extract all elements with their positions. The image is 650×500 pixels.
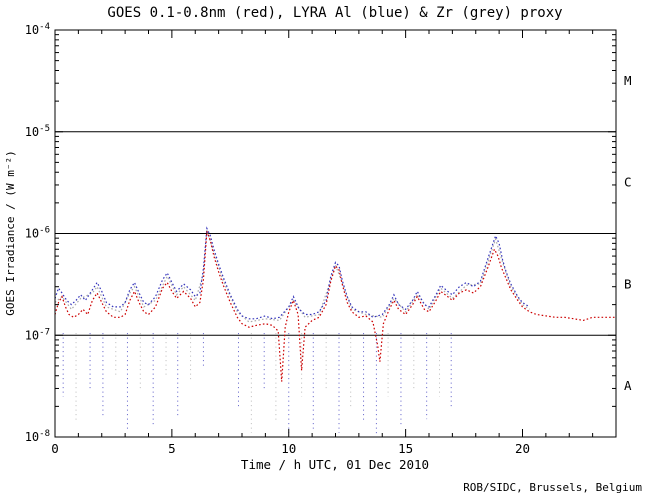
y-tick-label: 10-5 (25, 124, 50, 139)
y-axis-label: GOES Irradiance / (W m⁻²) (4, 150, 17, 316)
x-axis-label: Time / h UTC, 01 Dec 2010 (241, 457, 429, 472)
x-tick-label: 10 (281, 441, 296, 456)
y-tick-label: 10-6 (25, 226, 50, 241)
y-tick-label: 10-7 (25, 327, 50, 342)
x-tick-label: 5 (168, 441, 176, 456)
flux-class-label: A (624, 378, 632, 393)
x-tick-label: 20 (515, 441, 530, 456)
plot-area: 0 5 10 15 20 10-4 10-5 10-6 10-7 10-8 M C B A (25, 22, 632, 456)
y-tick-label: 10-4 (25, 22, 50, 37)
flux-class-label: B (624, 276, 632, 291)
credit-text: ROB/SIDC, Brussels, Belgium (463, 481, 642, 494)
plot-frame (54, 29, 617, 438)
y-tick-label: 10-8 (25, 429, 50, 444)
series-blue (54, 226, 530, 320)
x-tick-label: 15 (398, 441, 413, 456)
flux-class-label: M (624, 73, 632, 88)
chart-title: GOES 0.1-0.8nm (red), LYRA Al (blue) & Z… (107, 5, 562, 21)
series-red (54, 231, 616, 382)
x-tick-label: 0 (51, 441, 59, 456)
flux-class-label: C (624, 175, 632, 190)
series-grey (54, 229, 530, 323)
